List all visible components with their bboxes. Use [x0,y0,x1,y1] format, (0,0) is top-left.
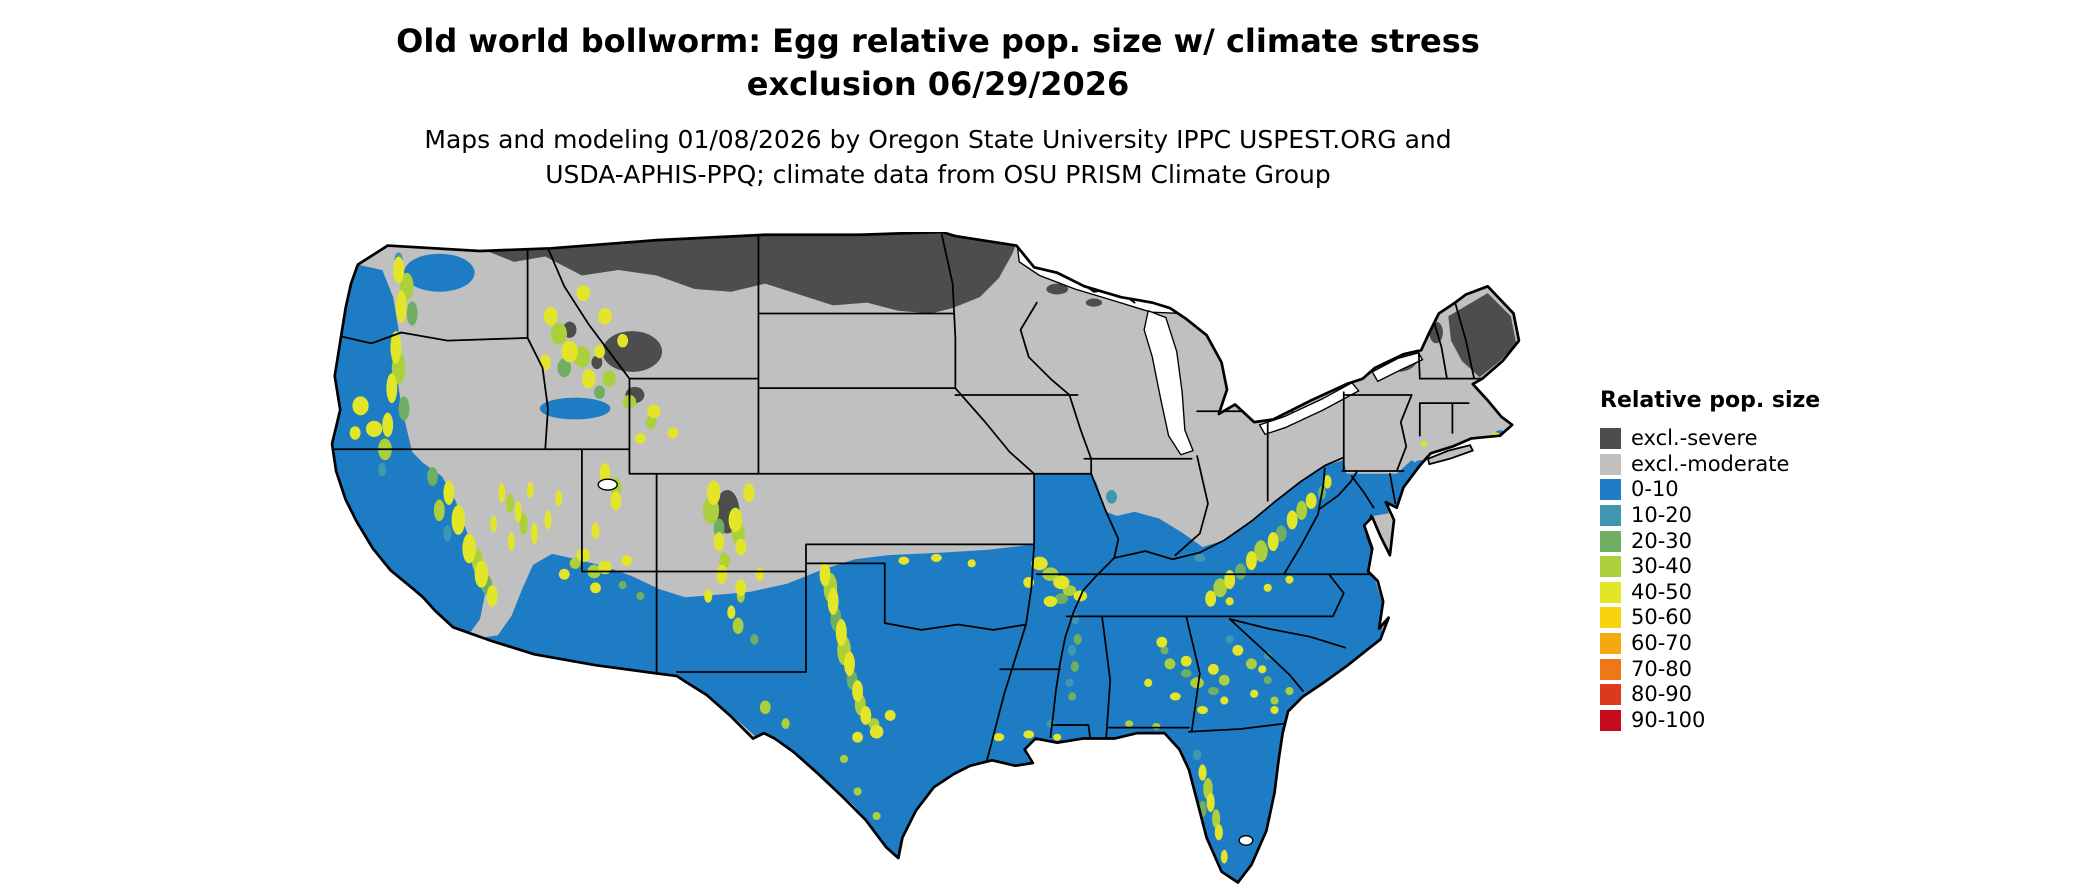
legend-item-label: 30-40 [1631,554,1693,579]
map-subtitle-line2: USDA-APHIS-PPQ; climate data from OSU PR… [545,160,1331,189]
legend-swatch [1600,530,1621,552]
legend-item: 50-60 [1600,605,1820,631]
legend-swatch [1600,505,1621,527]
legend-item: excl.-moderate [1600,452,1820,478]
legend-title: Relative pop. size [1600,388,1821,413]
lake-michigan [1143,309,1194,456]
legend-item: excl.-severe [1600,426,1820,452]
legend-item-label: 50-60 [1631,605,1693,630]
legend-swatch [1600,479,1621,501]
legend-item-label: excl.-moderate [1631,451,1790,476]
legend-swatch [1600,581,1621,603]
legend-item: 90-100 [1600,708,1820,734]
legend-swatch [1600,633,1621,655]
legend-item-label: 70-80 [1631,656,1693,681]
legend-item-label: 20-30 [1631,528,1693,553]
legend-swatch [1600,684,1621,706]
legend-item: 20-30 [1600,528,1820,554]
legend-item-label: 80-90 [1631,682,1693,707]
map-title-line2: exclusion 06/29/2026 [746,65,1130,103]
legend-swatch [1600,709,1621,731]
long-island [1426,444,1475,466]
pop-40-50-specks [349,256,1500,864]
legend-item: 10-20 [1600,503,1820,529]
lake-okeechobee [1238,834,1254,846]
legend-swatch [1600,428,1621,450]
us-map [330,232,1521,884]
legend-item-label: 60-70 [1631,631,1693,656]
map-subtitle: Ma​ps and modeling 01/08/2026 by Oregon … [424,122,1451,192]
legend-items: excl.-severe excl.-moderate 0-10 10-20 20-30… [1600,426,1820,733]
great-salt-lake [597,478,618,491]
legend-item-label: 40-50 [1631,579,1693,604]
legend-swatch [1600,607,1621,629]
map-title: Old world bollworm: Egg relative pop. si… [396,20,1480,106]
legend-swatch [1600,556,1621,578]
lake-erie [1258,381,1360,436]
legend-item-label: 0-10 [1631,477,1679,502]
legend-item: 30-40 [1600,554,1820,580]
legend-item: 40-50 [1600,580,1820,606]
legend-item-label: excl.-severe [1631,426,1758,451]
legend-item: 60-70 [1600,631,1820,657]
legend: Relative pop. size excl.-severe excl.-mod… [1600,388,1820,733]
map-subtitle-line1: Ma​ps and modeling 01/08/2026 by Oregon … [424,125,1452,154]
legend-item: 0-10 [1600,477,1820,503]
legend-item: 80-90 [1600,682,1820,708]
legend-item-label: 10-20 [1631,503,1693,528]
legend-swatch [1600,453,1621,475]
legend-item: 70-80 [1600,656,1820,682]
legend-item-label: 90-100 [1631,707,1706,732]
map-title-line1: Old world bollworm: Egg relative pop. si… [396,22,1480,60]
legend-swatch [1600,658,1621,680]
